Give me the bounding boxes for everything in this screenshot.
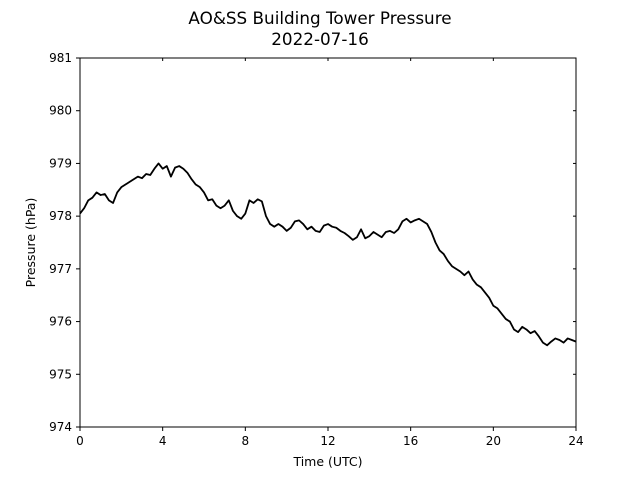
plot-area	[79, 162, 577, 347]
x-tick-label: 0	[76, 434, 84, 448]
y-tick-label: 979	[49, 156, 72, 170]
x-tick-label: 12	[320, 434, 335, 448]
y-tick-label: 978	[49, 209, 72, 223]
chart-title: AO&SS Building Tower Pressure	[188, 8, 451, 28]
x-axis-label: Time (UTC)	[292, 454, 362, 469]
y-tick-label: 974	[49, 420, 72, 434]
pressure-series-line	[79, 162, 577, 347]
y-tick-label: 976	[49, 315, 72, 329]
y-tick-label: 981	[49, 51, 72, 65]
y-axis: 974 975 976 977 978 979 980 981	[49, 51, 576, 434]
x-tick-label: 16	[403, 434, 418, 448]
x-tick-label: 8	[242, 434, 250, 448]
y-axis-label: Pressure (hPa)	[23, 198, 38, 288]
x-tick-label: 4	[159, 434, 167, 448]
y-tick-label: 980	[49, 104, 72, 118]
x-axis: 0 4 8 12 16 20 24	[76, 58, 584, 448]
y-tick-label: 977	[49, 262, 72, 276]
x-tick-label: 20	[486, 434, 501, 448]
chart-subtitle: 2022-07-16	[271, 29, 369, 49]
x-tick-label: 24	[568, 434, 583, 448]
y-tick-label: 975	[49, 367, 72, 381]
